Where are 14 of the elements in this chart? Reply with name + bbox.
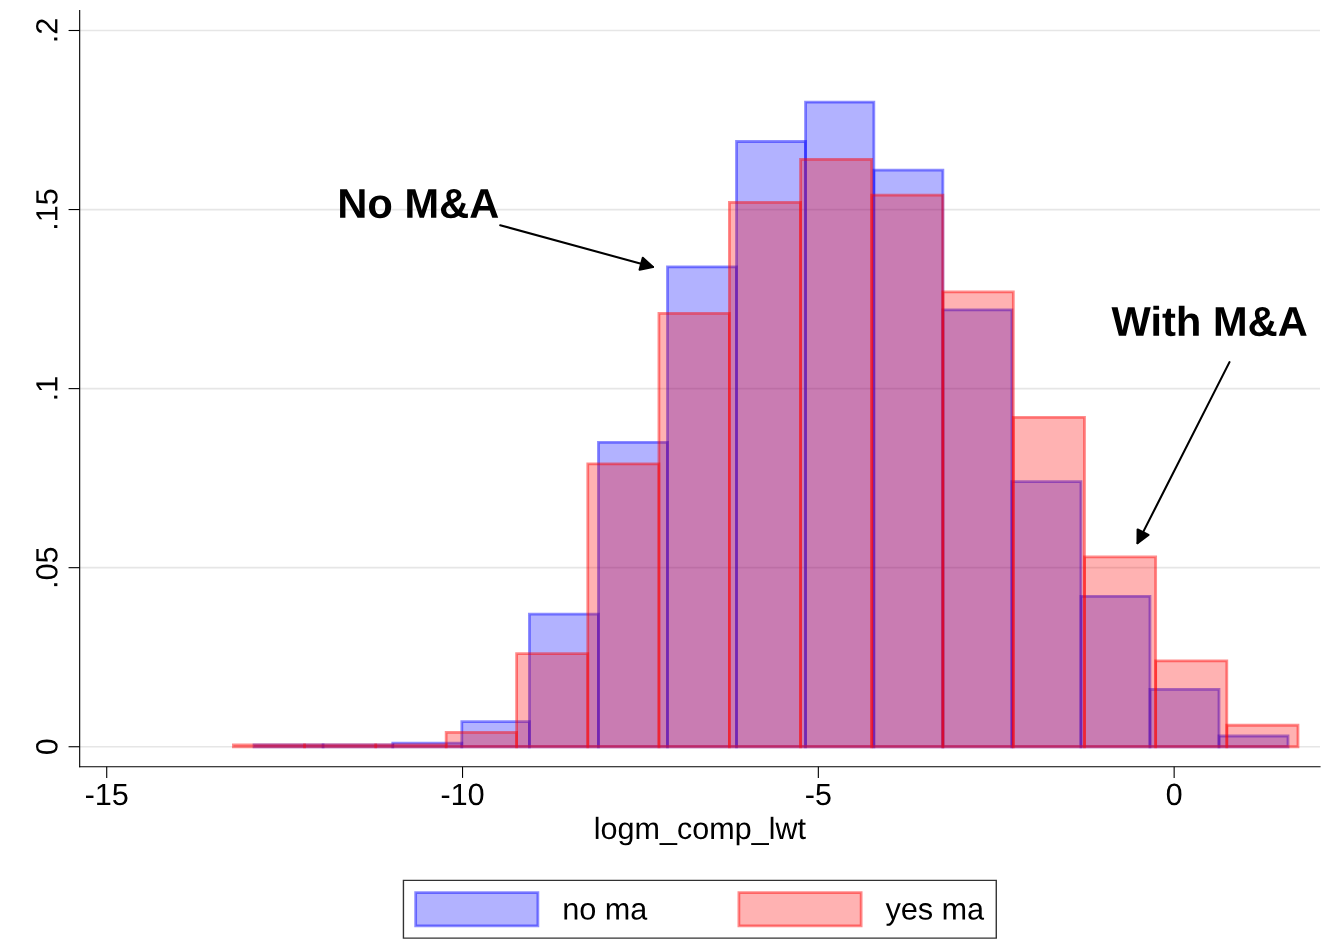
x-axis-title: logm_comp_lwt: [595, 816, 806, 846]
x-tick-label: -15: [86, 783, 128, 806]
y-tick-label: .15: [36, 189, 58, 228]
legend-label: no ma: [564, 903, 648, 920]
y-tick-label: .1: [36, 377, 58, 399]
annotation: With M&A: [1111, 305, 1307, 337]
y-tick-label: 0: [36, 739, 58, 755]
x-tick-label: -10: [441, 783, 484, 806]
y-tick-label: .2: [36, 19, 58, 41]
x-tick-label: -5: [806, 783, 831, 806]
x-tick-label: 0: [1166, 783, 1182, 806]
y-tick-label: .05: [36, 547, 58, 587]
legend-label: yes ma: [885, 903, 985, 926]
annotation: No M&A: [340, 189, 499, 219]
